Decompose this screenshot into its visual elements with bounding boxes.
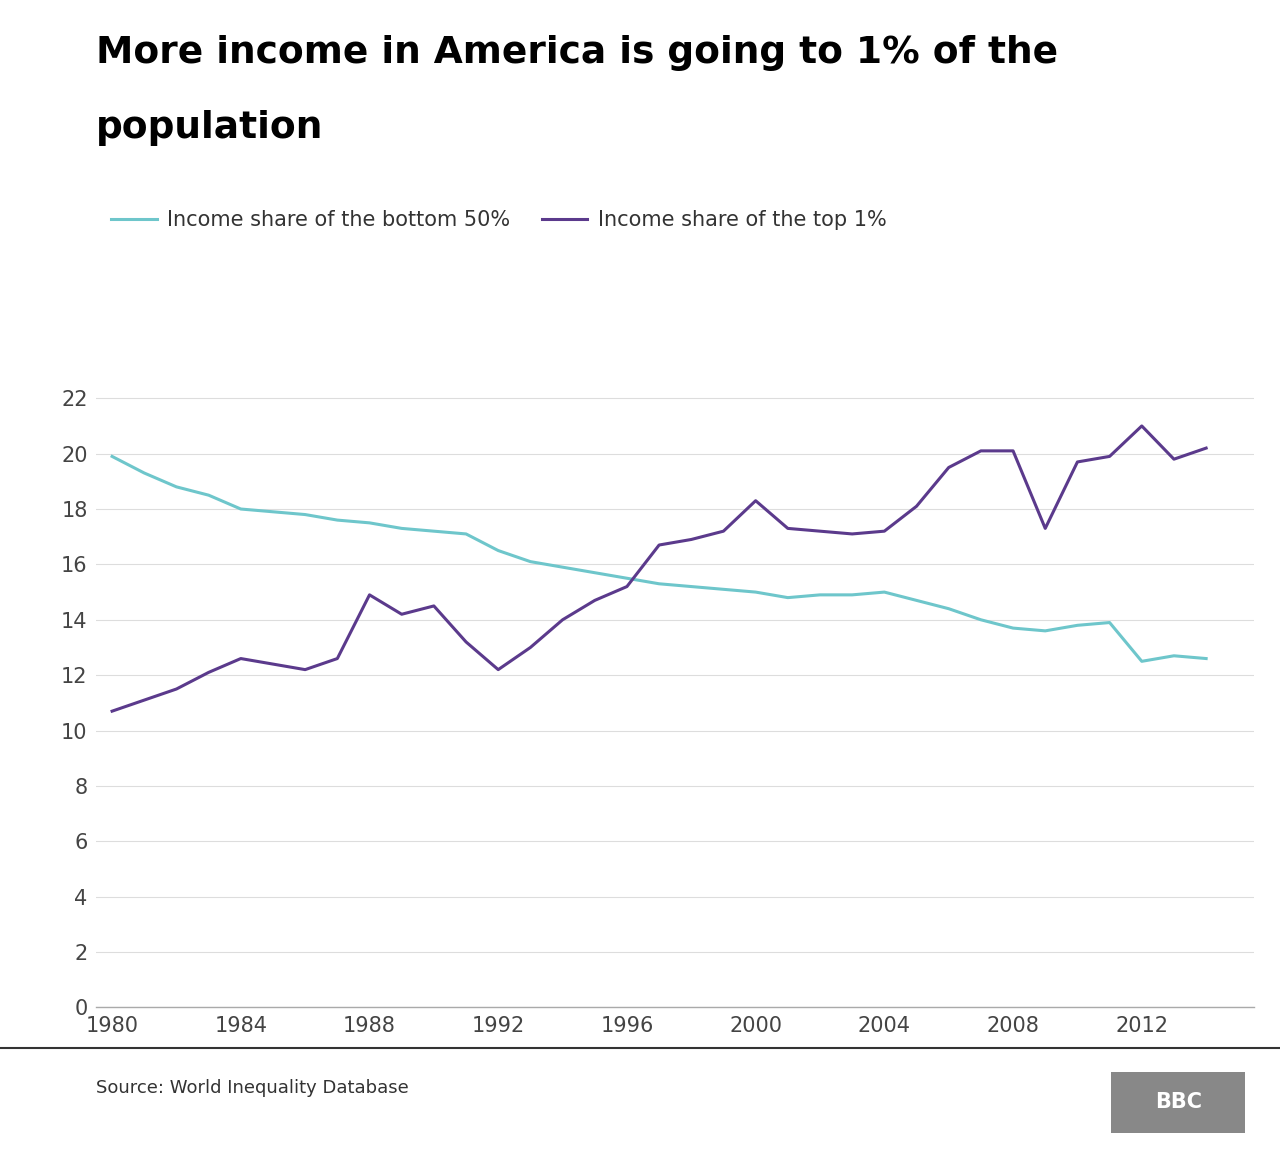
Text: population: population <box>96 110 324 146</box>
Text: Source: World Inequality Database: Source: World Inequality Database <box>96 1079 408 1098</box>
Legend: Income share of the bottom 50%, Income share of the top 1%: Income share of the bottom 50%, Income s… <box>102 201 895 239</box>
Text: BBC: BBC <box>1155 1092 1202 1113</box>
Text: More income in America is going to 1% of the: More income in America is going to 1% of… <box>96 35 1059 71</box>
